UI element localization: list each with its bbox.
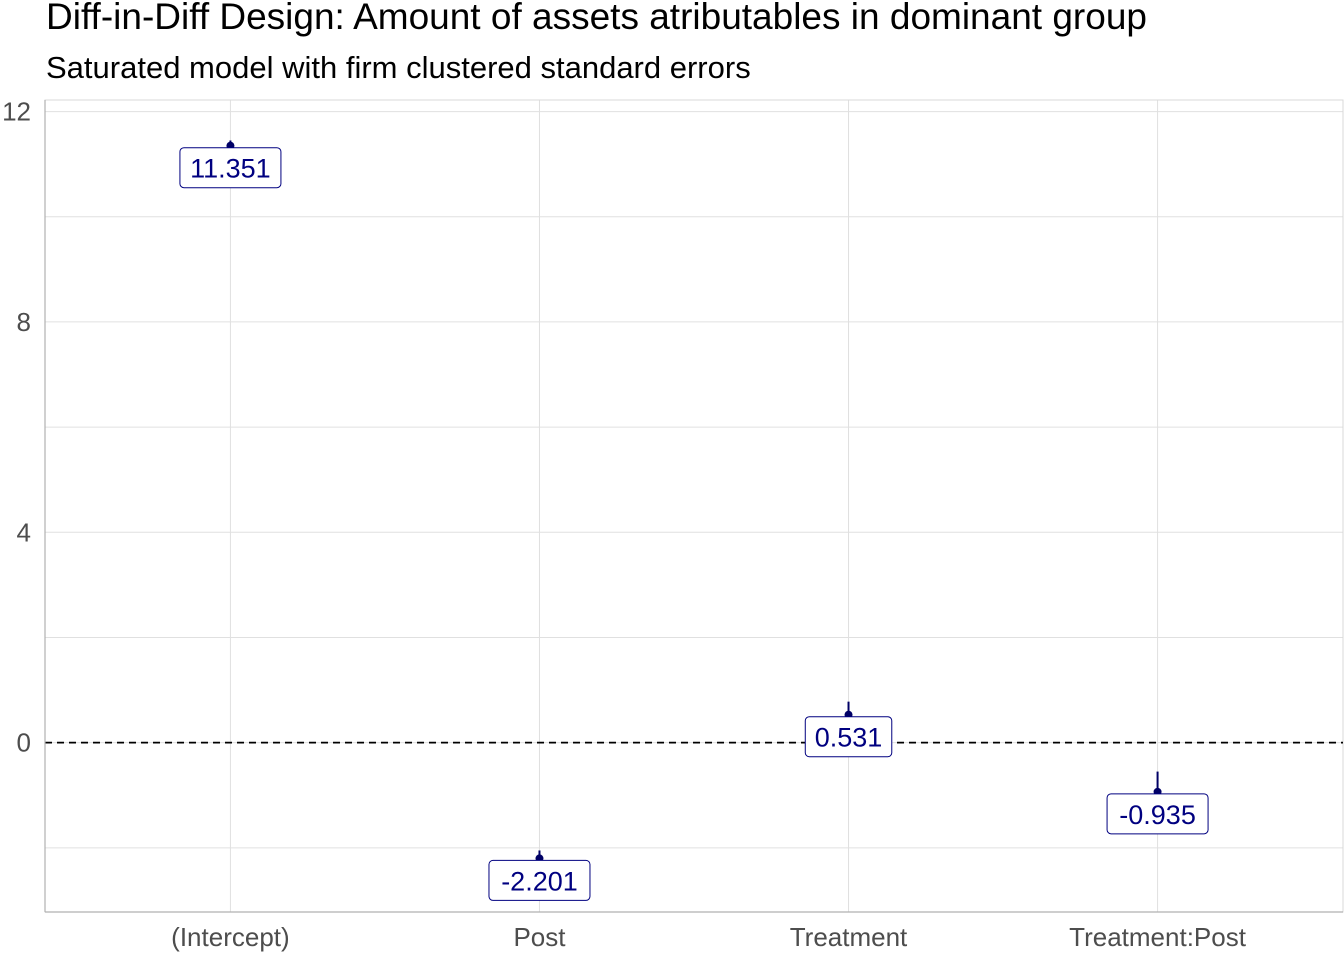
- coefficient-marks: 11.351 -2.201 0.531 -0.935: [179, 140, 1209, 901]
- estimate-label: -2.201: [501, 866, 578, 896]
- y-tick-label: 4: [17, 517, 31, 547]
- estimate-label-box: [804, 716, 893, 758]
- panel-border: [44, 99, 1344, 913]
- minor-gridlines: [45, 216, 1343, 849]
- estimate-label: 11.351: [190, 154, 271, 184]
- y-tick-label: 8: [17, 307, 31, 337]
- x-tick-label: Post: [513, 922, 566, 952]
- major-gridlines: [44, 99, 1344, 913]
- estimate-label-box: [488, 859, 591, 901]
- estimate-label-box: [179, 147, 282, 189]
- x-tick-label: Treatment: [790, 922, 908, 952]
- x-tick-label: Treatment:Post: [1069, 922, 1247, 952]
- y-axis: 0 4 8 12: [2, 97, 46, 912]
- chart-subtitle: Saturated model with firm clustered stan…: [46, 50, 751, 85]
- estimate-label-box: [1106, 793, 1209, 835]
- x-tick-label: (Intercept): [171, 922, 290, 952]
- estimate-label: 0.531: [815, 723, 883, 753]
- chart-title: Diff-in-Diff Design: Amount of assets at…: [46, 0, 1147, 37]
- y-tick-label: 12: [2, 97, 31, 127]
- x-axis: (Intercept) Post Treatment Treatment:Post: [45, 911, 1343, 952]
- estimate-label: -0.935: [1119, 800, 1196, 830]
- y-tick-label: 0: [17, 728, 31, 758]
